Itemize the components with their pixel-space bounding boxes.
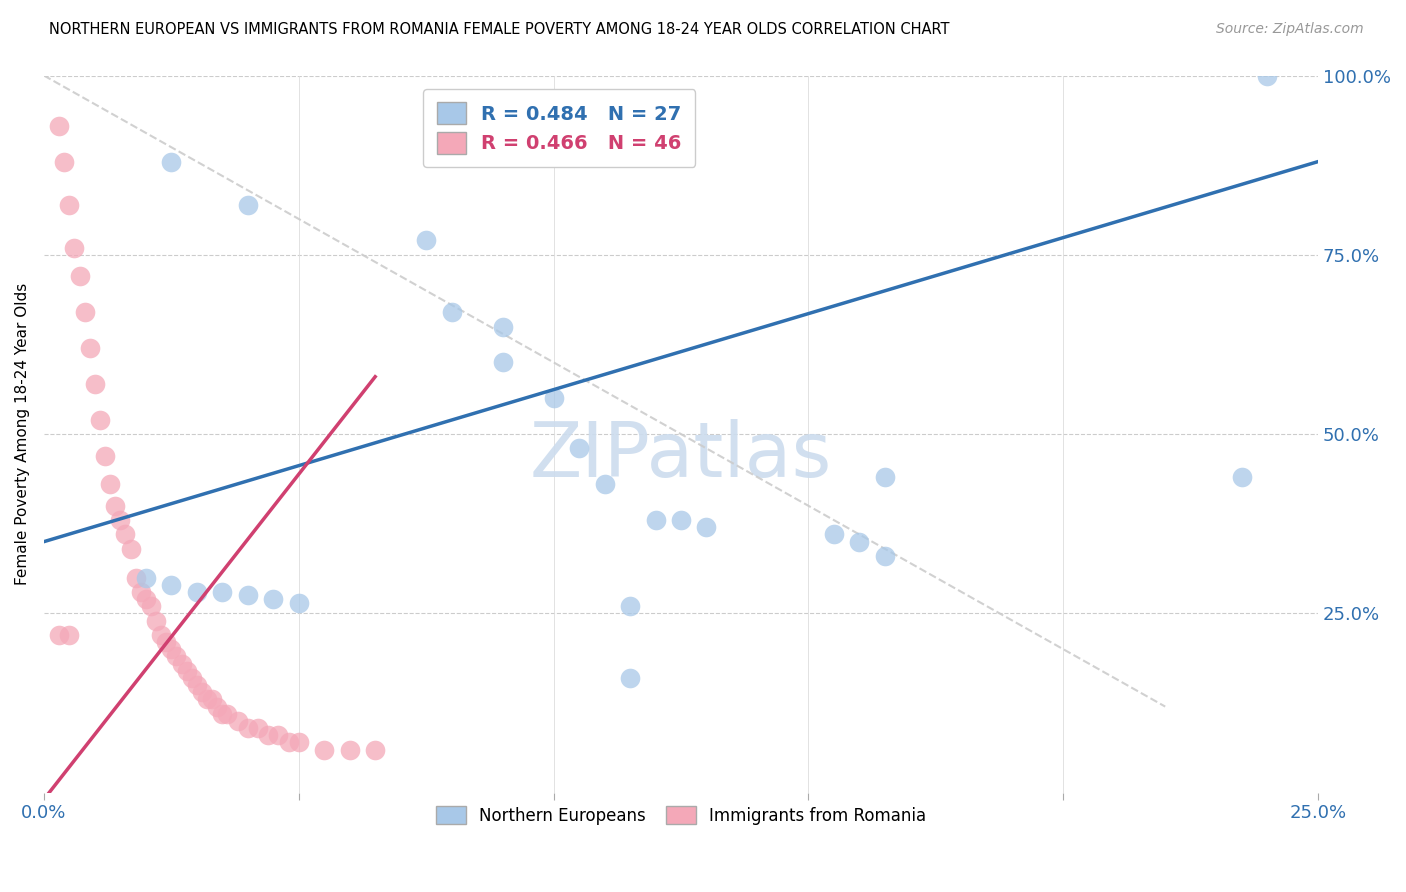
Point — [491, 319, 513, 334]
Point — [48, 628, 70, 642]
Point — [104, 499, 127, 513]
Point — [873, 470, 896, 484]
Point — [165, 649, 187, 664]
Point — [236, 589, 259, 603]
Point — [176, 664, 198, 678]
Point — [848, 534, 870, 549]
Point — [543, 391, 565, 405]
Point — [195, 692, 218, 706]
Point — [135, 592, 157, 607]
Point — [201, 692, 224, 706]
Point — [287, 735, 309, 749]
Point — [53, 154, 76, 169]
Point — [1230, 470, 1253, 484]
Point — [139, 599, 162, 614]
Point — [186, 585, 208, 599]
Point — [568, 442, 591, 456]
Point — [129, 585, 152, 599]
Point — [186, 678, 208, 692]
Point — [257, 728, 280, 742]
Point — [160, 642, 183, 657]
Point — [150, 628, 173, 642]
Point — [491, 355, 513, 369]
Point — [339, 742, 361, 756]
Point — [160, 577, 183, 591]
Point — [619, 671, 641, 685]
Point — [160, 154, 183, 169]
Point — [236, 197, 259, 211]
Point — [415, 234, 437, 248]
Point — [593, 477, 616, 491]
Point — [267, 728, 290, 742]
Point — [314, 742, 336, 756]
Point — [124, 570, 146, 584]
Point — [217, 706, 239, 721]
Point — [211, 585, 233, 599]
Point — [114, 527, 136, 541]
Point — [58, 197, 80, 211]
Point — [211, 706, 233, 721]
Legend: Northern Europeans, Immigrants from Romania: Northern Europeans, Immigrants from Roma… — [426, 796, 936, 835]
Text: Source: ZipAtlas.com: Source: ZipAtlas.com — [1216, 22, 1364, 37]
Point — [191, 685, 214, 699]
Point — [364, 742, 387, 756]
Point — [246, 721, 269, 735]
Point — [277, 735, 299, 749]
Point — [226, 714, 249, 728]
Point — [695, 520, 717, 534]
Point — [180, 671, 202, 685]
Point — [110, 513, 132, 527]
Point — [73, 305, 96, 319]
Point — [58, 628, 80, 642]
Point — [823, 527, 845, 541]
Point — [120, 541, 142, 556]
Point — [644, 513, 666, 527]
Point — [48, 119, 70, 133]
Point — [89, 413, 111, 427]
Point — [669, 513, 692, 527]
Point — [63, 241, 86, 255]
Point — [145, 614, 167, 628]
Point — [79, 341, 101, 355]
Point — [170, 657, 193, 671]
Point — [262, 592, 284, 607]
Y-axis label: Female Poverty Among 18-24 Year Olds: Female Poverty Among 18-24 Year Olds — [15, 283, 30, 585]
Point — [619, 599, 641, 614]
Point — [873, 549, 896, 563]
Point — [236, 721, 259, 735]
Point — [135, 570, 157, 584]
Point — [1256, 69, 1278, 83]
Text: NORTHERN EUROPEAN VS IMMIGRANTS FROM ROMANIA FEMALE POVERTY AMONG 18-24 YEAR OLD: NORTHERN EUROPEAN VS IMMIGRANTS FROM ROM… — [49, 22, 949, 37]
Point — [69, 269, 91, 284]
Point — [98, 477, 121, 491]
Point — [83, 376, 105, 391]
Point — [440, 305, 463, 319]
Point — [94, 449, 117, 463]
Point — [287, 596, 309, 610]
Point — [155, 635, 177, 649]
Text: ZIPatlas: ZIPatlas — [530, 418, 832, 492]
Point — [205, 699, 228, 714]
